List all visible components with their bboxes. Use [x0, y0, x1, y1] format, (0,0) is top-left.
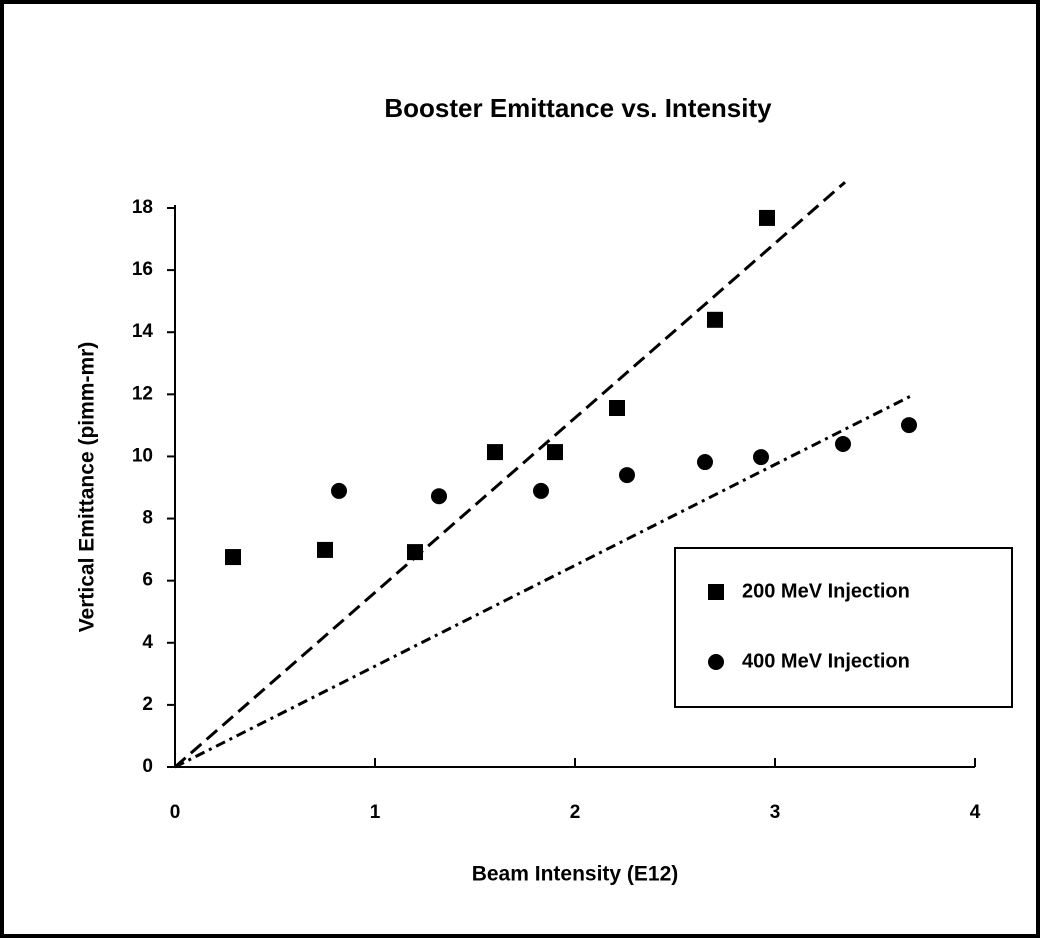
square-marker: [407, 544, 423, 561]
square-marker: [759, 209, 775, 226]
square-marker: [487, 444, 503, 461]
y-tick-label: 12: [132, 383, 153, 404]
square-marker: [225, 549, 241, 566]
square-marker: [707, 311, 723, 328]
y-tick-label: 4: [142, 632, 153, 653]
y-tick-label: 2: [142, 694, 153, 715]
legend-label: 200 MeV Injection: [742, 580, 910, 602]
fit-line: [174, 181, 846, 769]
circle-marker: [619, 467, 635, 484]
x-tick-label: 1: [370, 802, 381, 823]
x-axis-label: Beam Intensity (E12): [472, 863, 679, 886]
circle-marker: [901, 417, 917, 434]
y-tick-label: 0: [142, 756, 153, 777]
x-tick-label: 0: [170, 802, 181, 823]
legend-box: [674, 547, 1013, 708]
circle-marker: [697, 454, 713, 471]
y-tick-label: 18: [132, 197, 153, 218]
y-tick-label: 14: [132, 321, 154, 342]
square-marker: [547, 444, 563, 461]
y-tick-label: 10: [132, 445, 153, 466]
y-tick-label: 16: [132, 259, 153, 280]
circle-marker: [533, 482, 549, 499]
legend-label: 400 MeV Injection: [742, 650, 910, 672]
circle-marker: [331, 482, 347, 499]
square-marker: [609, 399, 625, 416]
x-tick-label: 4: [970, 802, 981, 823]
chart-title: Booster Emittance vs. Intensity: [384, 93, 772, 123]
y-axis-label: Vertical Emittance (pimm-mr): [76, 342, 99, 633]
circle-marker: [753, 449, 769, 466]
y-tick-label: 6: [142, 570, 153, 591]
legend-marker: [708, 584, 724, 600]
circle-marker: [835, 436, 851, 453]
legend-marker: [708, 654, 724, 670]
x-tick-label: 2: [570, 802, 581, 823]
square-marker: [317, 541, 333, 558]
circle-marker: [431, 488, 447, 505]
x-tick-label: 3: [770, 802, 781, 823]
y-tick-label: 8: [142, 508, 153, 529]
